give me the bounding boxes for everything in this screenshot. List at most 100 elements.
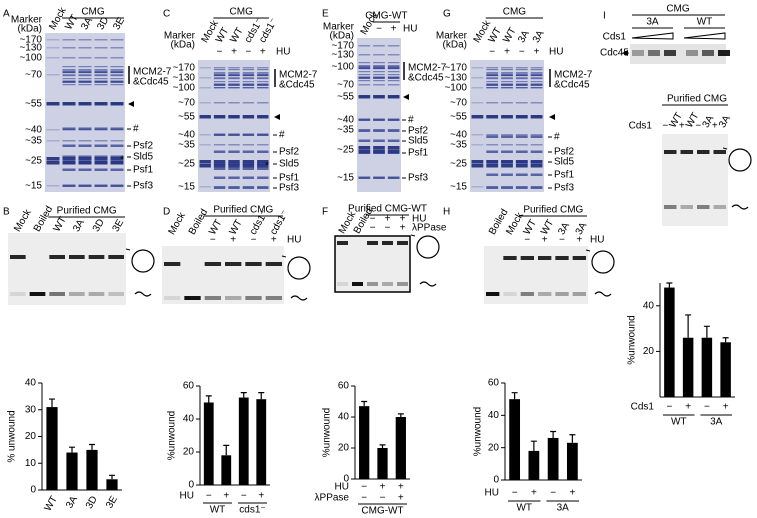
marker-label: ~70 xyxy=(450,98,467,109)
sign: + xyxy=(398,482,404,493)
gel-band xyxy=(62,69,76,71)
gel-band xyxy=(373,65,385,67)
gel-band xyxy=(110,155,124,158)
gel-band xyxy=(94,66,108,68)
marker-label: ~55 xyxy=(25,99,42,110)
gel-band xyxy=(94,74,108,76)
error-bar xyxy=(550,430,557,438)
gel-band xyxy=(78,78,92,80)
gel-band xyxy=(242,162,255,165)
gel-band xyxy=(486,292,500,296)
gel-band xyxy=(387,139,400,142)
gel-band xyxy=(471,144,484,146)
error-bar xyxy=(109,474,115,480)
sign: − xyxy=(361,482,367,493)
arrowhead xyxy=(549,114,555,120)
gel-band xyxy=(228,87,240,89)
gel-band xyxy=(358,84,371,86)
gel-band xyxy=(387,80,400,82)
bar xyxy=(664,287,675,397)
gel-band xyxy=(471,186,484,188)
gel-band xyxy=(680,205,693,209)
gel-band xyxy=(515,160,528,163)
gel-band xyxy=(213,164,226,168)
gel-band xyxy=(46,161,60,165)
gel-band xyxy=(257,84,269,86)
gel-band xyxy=(486,81,499,83)
gel-band xyxy=(213,67,226,69)
error-bar xyxy=(530,440,537,451)
gel-band xyxy=(515,135,528,138)
gel-band xyxy=(242,87,255,89)
gel-band xyxy=(358,66,371,69)
marker-label: ~170 xyxy=(331,41,354,52)
sign: − xyxy=(489,47,495,58)
gel-band xyxy=(501,78,513,80)
marker-label: ~70 xyxy=(25,70,42,81)
gel-band xyxy=(46,140,60,142)
gel-band xyxy=(486,163,499,165)
panel-header: CMG xyxy=(666,4,690,15)
gel-band xyxy=(88,292,105,296)
pointer xyxy=(125,248,131,251)
gel-band xyxy=(199,186,211,188)
gel-band xyxy=(94,168,108,171)
gel-band xyxy=(88,255,105,259)
error-bar xyxy=(258,392,265,400)
sign: − xyxy=(559,235,565,246)
gel-band xyxy=(530,73,543,76)
marker-label: ~100 xyxy=(19,53,42,64)
gel-band xyxy=(213,69,226,71)
error-bar xyxy=(685,314,692,338)
gel-band xyxy=(242,133,255,136)
gel-band xyxy=(515,87,528,89)
circular-dna xyxy=(131,249,155,273)
gel-band xyxy=(213,81,226,83)
gel-band xyxy=(225,262,242,266)
gel-band xyxy=(242,72,255,74)
gel-band xyxy=(515,78,528,80)
row-label: Cds1 xyxy=(603,32,627,43)
gel-band xyxy=(387,146,400,150)
gel-band xyxy=(94,78,108,80)
sign: + xyxy=(400,223,406,234)
gel-band xyxy=(257,186,269,189)
gel-band xyxy=(486,173,499,176)
gel-band xyxy=(257,167,269,170)
group-label: cds1⁻ xyxy=(239,505,265,516)
gel-band xyxy=(358,176,371,179)
gel-band xyxy=(199,164,211,168)
gel-band xyxy=(373,80,385,82)
gel xyxy=(45,33,125,192)
error-bar xyxy=(223,444,230,456)
gel-band xyxy=(257,102,269,104)
gel-band xyxy=(78,69,92,71)
gel-band xyxy=(358,65,371,67)
marker-label: ~40 xyxy=(25,125,42,136)
group-label: WT xyxy=(516,503,532,514)
gel-band xyxy=(373,139,385,142)
gel-band xyxy=(62,168,76,171)
gel-band xyxy=(110,160,124,162)
gel-band xyxy=(501,75,513,77)
gel-band xyxy=(199,163,211,165)
sign: + xyxy=(400,214,406,225)
gel-band xyxy=(486,73,499,76)
gel-band xyxy=(503,256,517,260)
error-bar xyxy=(240,392,247,398)
sign: + xyxy=(260,47,266,58)
gel-band xyxy=(110,57,124,59)
group-label: CMG-WT xyxy=(361,506,403,517)
gel-band xyxy=(46,47,60,49)
pointer xyxy=(585,249,591,252)
sign: + xyxy=(271,235,277,246)
y-tick-label: 40 xyxy=(183,414,195,425)
gel-band xyxy=(228,73,240,76)
row-label: Cds1 xyxy=(631,402,655,413)
gel-band xyxy=(228,186,240,189)
gel-band xyxy=(94,155,108,158)
gel-band xyxy=(213,133,226,136)
gel-band xyxy=(46,74,60,76)
gel-band xyxy=(515,150,528,153)
marker-label: ~40 xyxy=(178,130,195,141)
